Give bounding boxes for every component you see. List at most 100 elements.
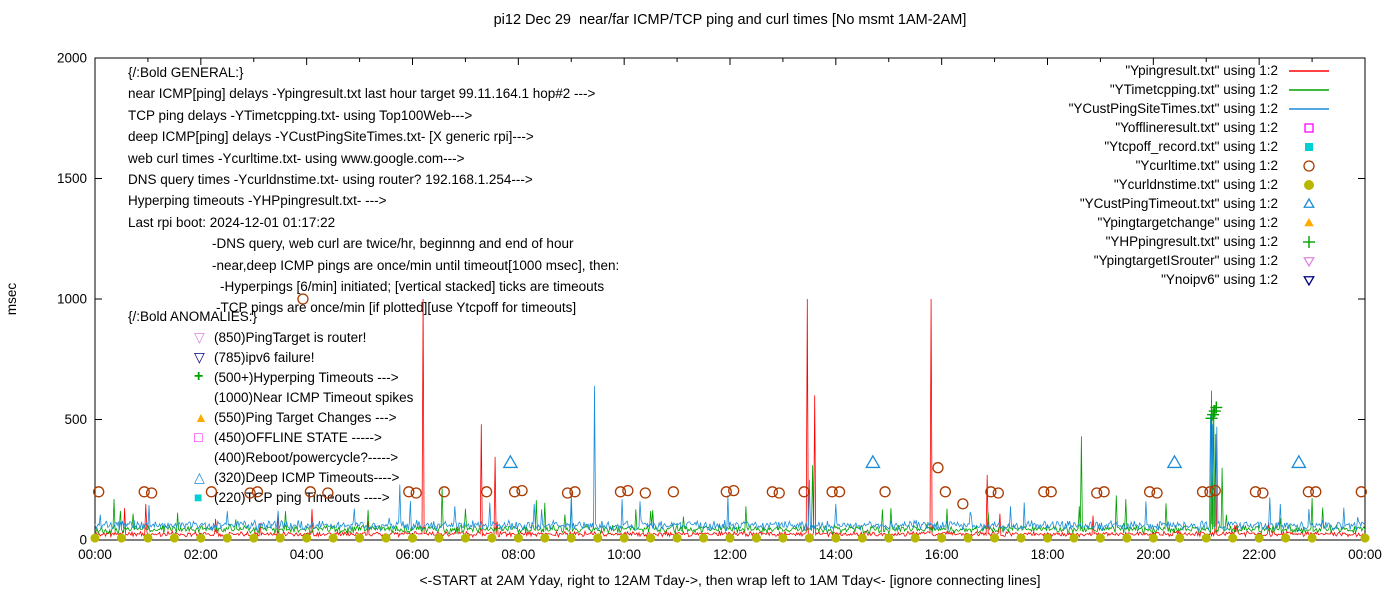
x-tick-label: 18:00 <box>1031 547 1065 562</box>
x-tick-label: 20:00 <box>1136 547 1170 562</box>
anomaly-item: ▲ (550)Ping Target Changes ---> <box>194 407 413 427</box>
legend-item: "Ycurldnstime.txt" using 1:2 <box>1069 175 1332 194</box>
legend-sample-triangle-up-open <box>1286 197 1332 211</box>
legend-sample-square-filled <box>1286 140 1332 154</box>
legend-item: "YCustPingSiteTimes.txt" using 1:2 <box>1069 99 1332 118</box>
anomalies-header: {/:Bold ANOMALIES:} <box>128 309 258 324</box>
x-tick-label: 02:00 <box>184 547 218 562</box>
anomaly-item: (1000)Near ICMP Timeout spikes <box>194 387 413 407</box>
anomaly-item: (400)Reboot/powercycle?-----> <box>194 447 413 467</box>
anomaly-item-text: (450)OFFLINE STATE -----> <box>214 429 382 445</box>
chart-legend: "Ypingresult.txt" using 1:2 "YTimetcpping… <box>1069 61 1332 289</box>
legend-item: "Ypingtargetchange" using 1:2 <box>1069 213 1332 232</box>
general-annotation-line: -Hyperpings [6/min] initiated; [vertical… <box>220 279 605 295</box>
legend-item-label: "Ycurldnstime.txt" using 1:2 <box>1113 177 1278 192</box>
legend-item-label: "YpingtargetISrouter" using 1:2 <box>1093 253 1278 268</box>
anomaly-item-text: (785)ipv6 failure! <box>214 349 315 365</box>
anomaly-item-text: (400)Reboot/powercycle?-----> <box>214 449 399 465</box>
legend-sample-triangle-down-open <box>1286 273 1332 287</box>
scatter-series-YHPpingresult.txt <box>1205 401 1223 425</box>
x-tick-label: 14:00 <box>819 547 853 562</box>
y-axis-label: msec <box>4 283 19 316</box>
x-tick-label: 00:00 <box>78 547 112 562</box>
triangle-down-open-icon: ▽ <box>194 349 205 365</box>
legend-item-label: "YTimetcpping.txt" using 1:2 <box>1109 82 1278 97</box>
legend-item-label: "Ypingtargetchange" using 1:2 <box>1097 215 1278 230</box>
general-annotation-line: TCP ping delays -YTimetcpping.txt- using… <box>128 107 473 123</box>
x-tick-label: 08:00 <box>501 547 535 562</box>
anomaly-item-text: (1000)Near ICMP Timeout spikes <box>214 389 414 405</box>
legend-item: "Ypingresult.txt" using 1:2 <box>1069 61 1332 80</box>
general-annotation-line: {/:Bold GENERAL:} <box>128 65 244 80</box>
legend-item-label: "Ynoipv6" using 1:2 <box>1161 272 1278 287</box>
legend-sample-triangle-down-open <box>1286 254 1332 268</box>
legend-item: "Ynoipv6" using 1:2 <box>1069 270 1332 289</box>
x-tick-label: 16:00 <box>925 547 959 562</box>
x-tick-label: 04:00 <box>290 547 324 562</box>
general-annotation-line: near ICMP[ping] delays -Ypingresult.txt … <box>128 86 596 102</box>
legend-item-label: "YHPpingresult.txt" using 1:2 <box>1105 234 1278 249</box>
triangle-up-filled-icon: ▲ <box>194 409 208 425</box>
anomaly-item-text: (500+)Hyperping Timeouts ---> <box>214 369 399 385</box>
legend-sample-circle-open <box>1286 159 1332 173</box>
legend-sample-line <box>1286 64 1332 78</box>
y-tick-label: 1000 <box>57 292 87 307</box>
anomaly-item-text: (850)PingTarget is router! <box>214 329 367 345</box>
legend-item: "YCustPingTimeout.txt" using 1:2 <box>1069 194 1332 213</box>
x-axis-label: <-START at 2AM Yday, right to 12AM Tday-… <box>419 572 1041 588</box>
general-annotation-line: Hyperping timeouts -YHPpingresult.txt- -… <box>128 193 387 209</box>
legend-sample-line <box>1286 102 1332 116</box>
legend-item-label: "Ypingresult.txt" using 1:2 <box>1125 63 1278 78</box>
anomaly-item: ▽ (850)PingTarget is router! <box>194 327 413 347</box>
general-annotations: {/:Bold GENERAL:} near ICMP[ping] delays … <box>128 62 619 319</box>
anomaly-item: ▽ (785)ipv6 failure! <box>194 347 413 367</box>
x-tick-label: 10:00 <box>607 547 641 562</box>
triangle-down-open-icon: ▽ <box>194 329 205 345</box>
general-annotation-line: DNS query times -Ycurldnstime.txt- using… <box>128 172 533 188</box>
anomaly-item: ■ (220)TCP ping Timeouts ----> <box>194 487 413 507</box>
legend-item: "Ycurltime.txt" using 1:2 <box>1069 156 1332 175</box>
y-tick-label: 0 <box>79 533 87 548</box>
scatter-series-Ycurldnstime.txt <box>90 533 1370 543</box>
anomaly-item: + (500+)Hyperping Timeouts ---> <box>194 367 413 387</box>
anomaly-item: □ (450)OFFLINE STATE -----> <box>194 427 413 447</box>
general-annotation-line: Last rpi boot: 2024-12-01 01:17:22 <box>128 214 336 230</box>
y-tick-label: 1500 <box>57 171 87 186</box>
legend-item-label: "YCustPingTimeout.txt" using 1:2 <box>1079 196 1278 211</box>
x-tick-label: 00:00 <box>1348 547 1382 562</box>
legend-sample-plus <box>1286 235 1332 249</box>
square-open-icon: □ <box>194 429 203 445</box>
anomalies-list: ▽ (850)PingTarget is router! ▽ (785)ipv6 fa… <box>128 327 413 507</box>
legend-item-label: "YCustPingSiteTimes.txt" using 1:2 <box>1068 101 1278 116</box>
legend-item: "Yofflineresult.txt" using 1:2 <box>1069 118 1332 137</box>
anomaly-item-text: (220)TCP ping Timeouts ----> <box>214 489 390 505</box>
scatter-series-YCustPingTimeout.txt <box>502 454 1307 469</box>
general-annotation-line: deep ICMP[ping] delays -YCustPingSiteTim… <box>128 129 534 145</box>
y-tick-label: 2000 <box>57 51 87 66</box>
legend-sample-line <box>1286 83 1332 97</box>
legend-item-label: "Ytcpoff_record.txt" using 1:2 <box>1104 139 1278 154</box>
legend-sample-circle-filled <box>1286 178 1332 192</box>
x-tick-label: 22:00 <box>1242 547 1276 562</box>
x-tick-label: 06:00 <box>396 547 430 562</box>
legend-item: "YHPpingresult.txt" using 1:2 <box>1069 232 1332 251</box>
anomalies-annotations: {/:Bold ANOMALIES:} ▽ (850)PingTarget is … <box>128 306 413 507</box>
legend-sample-triangle-up-filled <box>1286 216 1332 230</box>
chart-title: pi12 Dec 29 near/far ICMP/TCP ping and c… <box>493 12 967 28</box>
plus-icon: + <box>194 368 204 385</box>
legend-sample-square-open <box>1286 121 1332 135</box>
square-filled-icon: ■ <box>194 489 203 505</box>
anomaly-item-text: (320)Deep ICMP Timeouts----> <box>214 469 400 485</box>
general-annotation-line: -DNS query, web curl are twice/hr, begin… <box>212 236 574 252</box>
legend-item-label: "Ycurltime.txt" using 1:2 <box>1135 158 1278 173</box>
legend-item: "Ytcpoff_record.txt" using 1:2 <box>1069 137 1332 156</box>
triangle-up-open-icon: △ <box>194 469 205 485</box>
legend-item: "YpingtargetISrouter" using 1:2 <box>1069 251 1332 270</box>
legend-item: "YTimetcpping.txt" using 1:2 <box>1069 80 1332 99</box>
x-tick-label: 12:00 <box>713 547 747 562</box>
y-tick-label: 500 <box>64 412 87 427</box>
general-annotation-line: -near,deep ICMP pings are once/min until… <box>212 257 620 273</box>
legend-item-label: "Yofflineresult.txt" using 1:2 <box>1115 120 1278 135</box>
anomaly-item: △ (320)Deep ICMP Timeouts----> <box>194 467 413 487</box>
